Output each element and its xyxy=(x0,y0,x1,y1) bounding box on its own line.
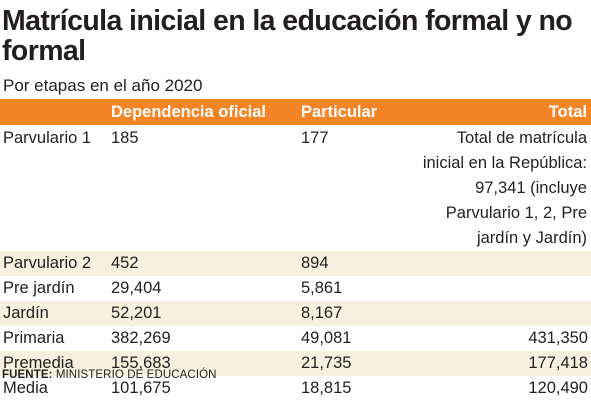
cell-oficial: 155,683 xyxy=(107,351,297,376)
table-row: Parvulario 2 452 894 xyxy=(0,251,591,276)
cell-total xyxy=(417,276,591,301)
header-etapa xyxy=(0,99,107,125)
cell-oficial: 185 xyxy=(111,129,139,147)
chart-title: Matrícula inicial en la educación formal… xyxy=(2,5,573,67)
cell-particular: 8,167 xyxy=(297,301,417,326)
cell-particular: 894 xyxy=(297,251,417,276)
header-particular: Particular xyxy=(297,99,417,125)
row-label: Parvulario 2 xyxy=(0,251,107,276)
enrollment-table: Dependencia oficial Particular Total Par… xyxy=(0,99,591,401)
source-note: FUENTE: MINISTERIO DE EDUCACIÓN xyxy=(2,369,217,381)
table-row: Jardín 52,201 8,167 xyxy=(0,301,591,326)
cell-particular: 49,081 xyxy=(301,329,352,347)
cell-total: 177,418 xyxy=(417,351,591,376)
cell-oficial: 101,675 xyxy=(111,379,171,397)
cell-total xyxy=(417,301,591,326)
row-label: Media xyxy=(3,379,48,397)
row-label: Primaria xyxy=(3,329,65,347)
row-label: Parvulario 1 xyxy=(3,129,92,147)
cell-particular: 21,735 xyxy=(297,351,417,376)
source-text: MINISTERIO DE EDUCACIÓN xyxy=(55,369,217,381)
cell-oficial: 382,269 xyxy=(111,329,171,347)
cell-particular: 5,861 xyxy=(301,279,343,297)
total-note: Total de matrícula inicial en la Repúbli… xyxy=(422,129,587,247)
cell-oficial: 29,404 xyxy=(111,279,162,297)
table-header-row: Dependencia oficial Particular Total xyxy=(0,99,591,125)
cell-total: 431,350 xyxy=(528,329,588,347)
cell-particular: 177 xyxy=(301,129,329,147)
table-row: Pre jardín 29,404 5,861 xyxy=(0,276,591,301)
row-label: Jardín xyxy=(0,301,107,326)
cell-total: 120,490 xyxy=(528,379,588,397)
row-label: Premedia xyxy=(0,351,107,376)
header-total: Total xyxy=(417,99,591,125)
source-label: FUENTE: xyxy=(2,369,53,381)
chart-subtitle: Por etapas en el año 2020 xyxy=(3,76,203,95)
cell-oficial: 452 xyxy=(107,251,297,276)
row-label: Pre jardín xyxy=(3,279,75,297)
cell-oficial: 52,201 xyxy=(107,301,297,326)
table-row: Primaria 382,269 49,081 431,350 xyxy=(0,326,591,351)
table-row: Media 101,675 18,815 120,490 xyxy=(0,376,591,401)
cell-particular: 18,815 xyxy=(301,379,352,397)
table-row: Parvulario 1 185 177 Total de matrícula … xyxy=(0,125,591,251)
header-dependencia-oficial: Dependencia oficial xyxy=(107,99,297,125)
table-row: Premedia 155,683 21,735 177,418 xyxy=(0,351,591,376)
cell-total xyxy=(417,251,591,276)
